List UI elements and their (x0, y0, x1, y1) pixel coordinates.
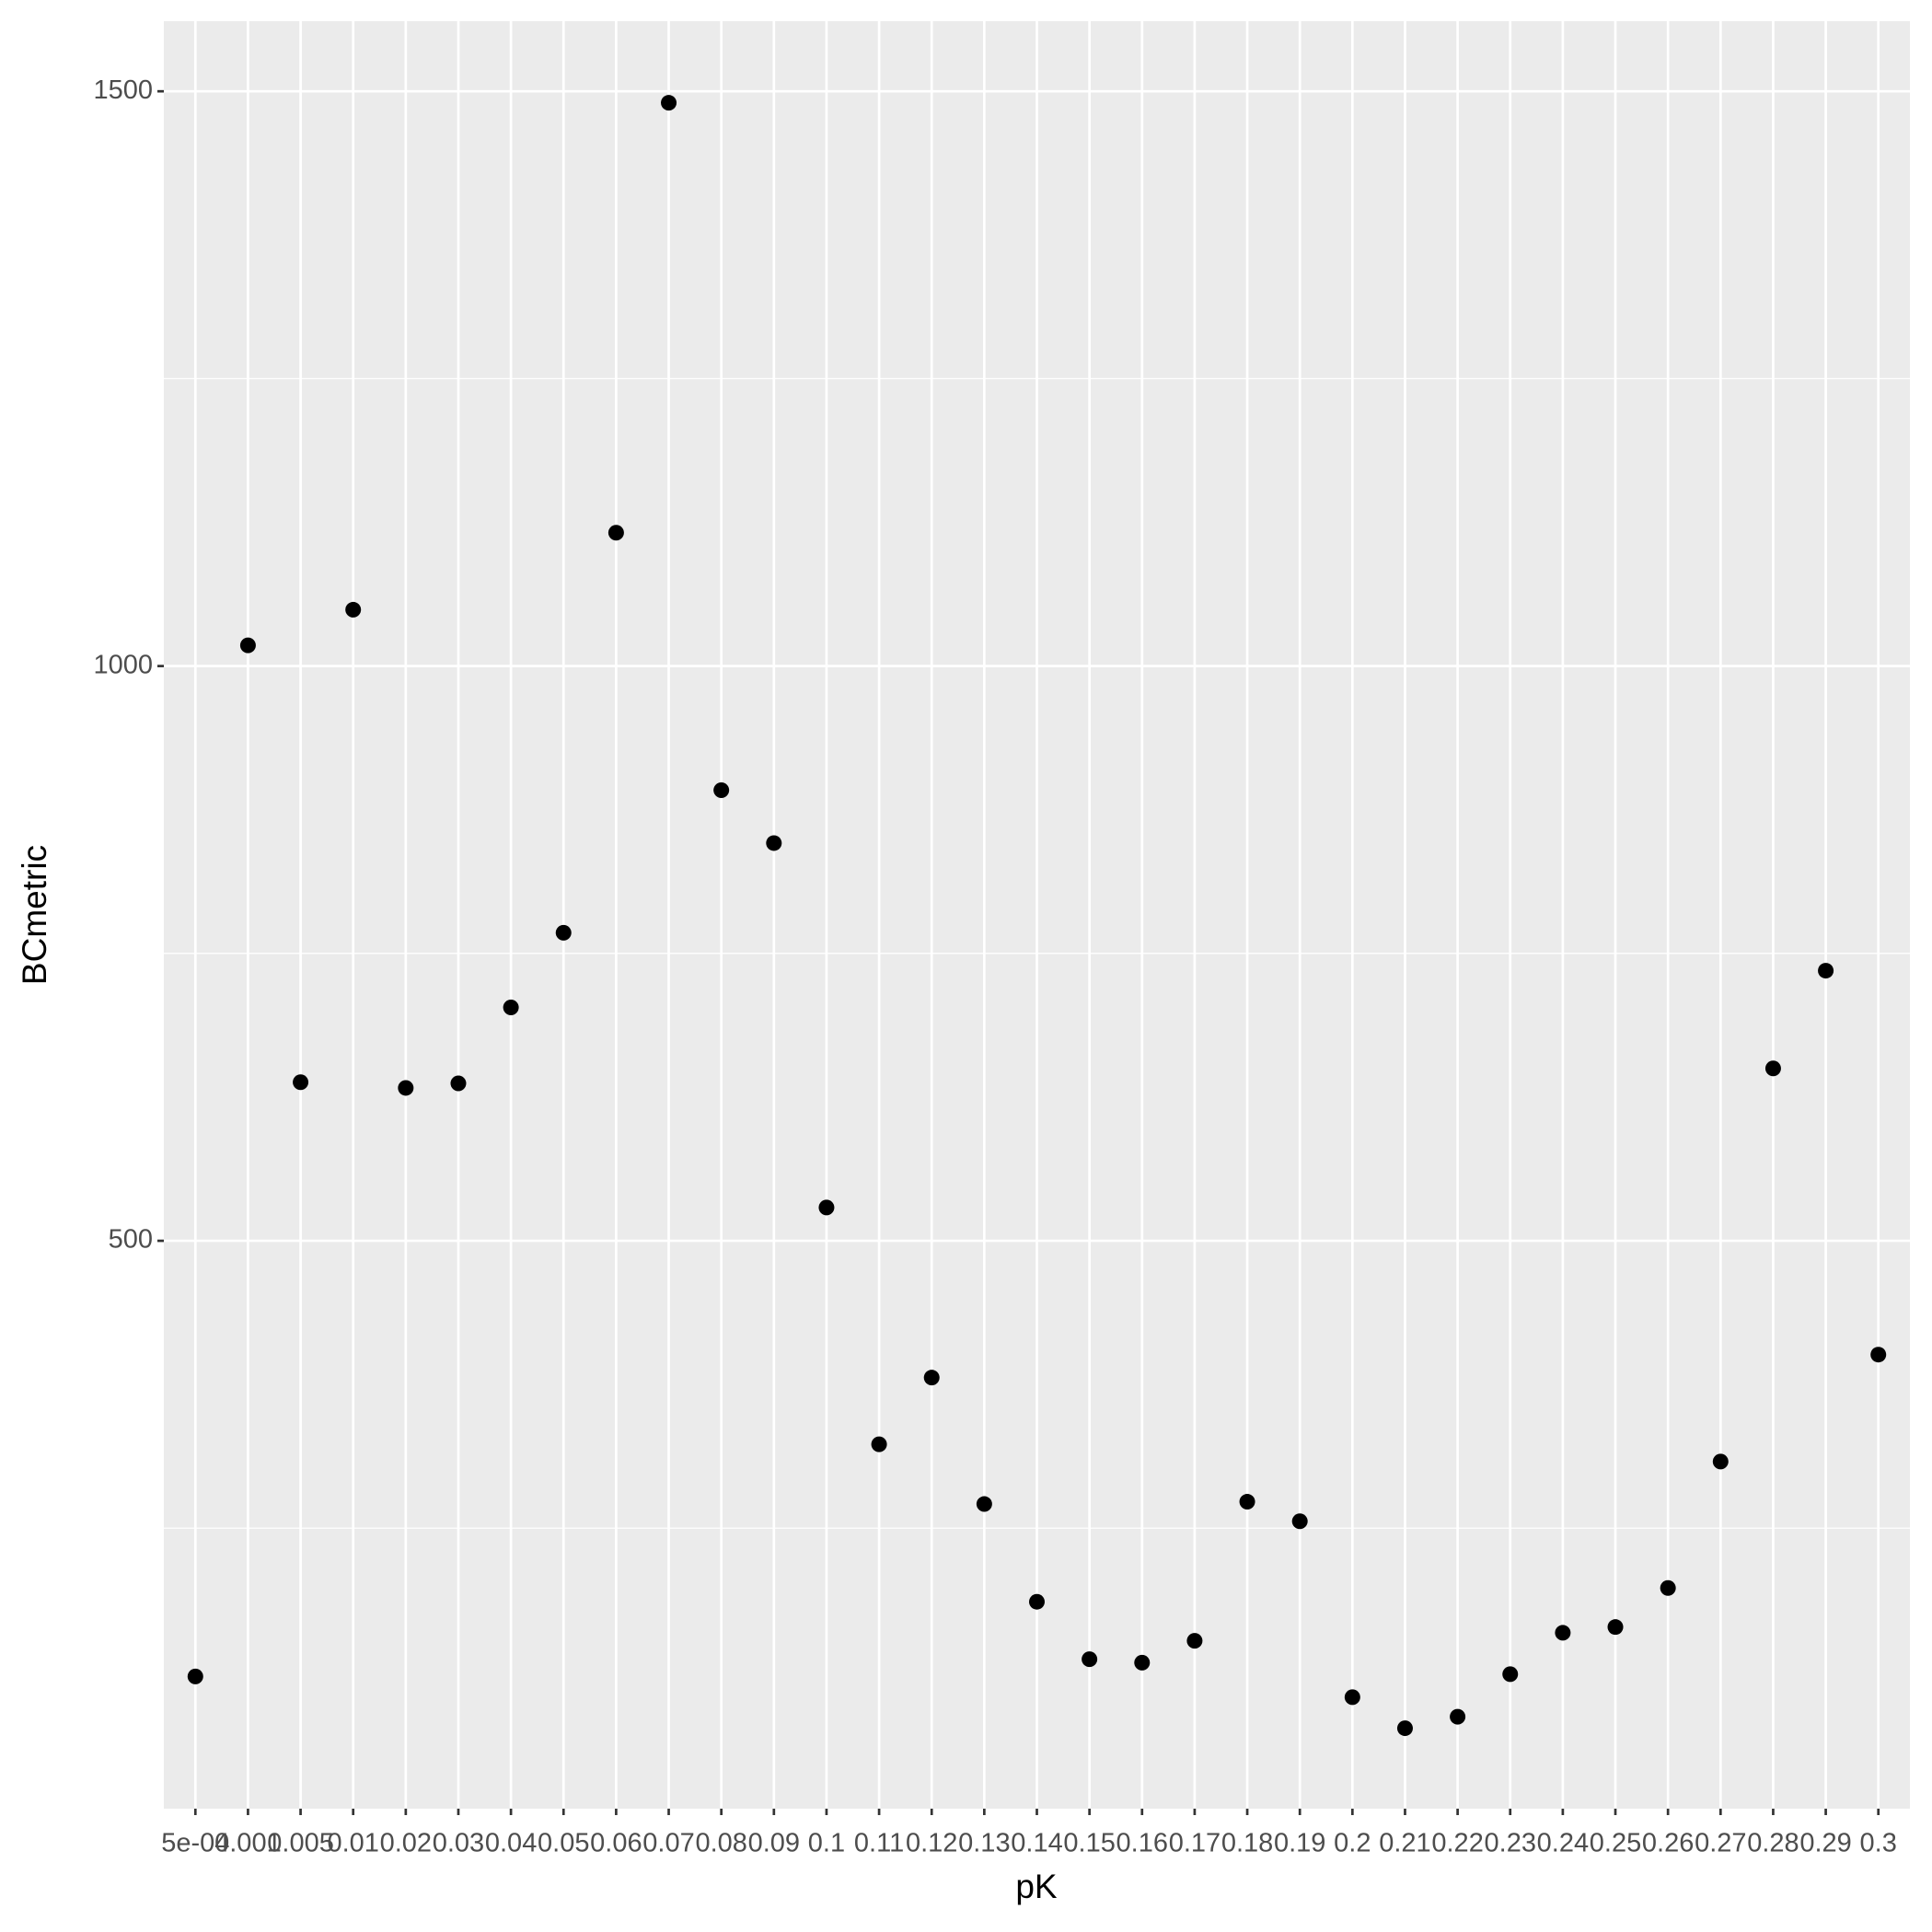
point (1607, 1619, 1624, 1636)
point (923, 1370, 940, 1386)
x-tick-label: 0.21 (1379, 1829, 1430, 1858)
x-tick-label: 0.06 (590, 1829, 642, 1858)
x-tick-label: 0.07 (642, 1829, 694, 1858)
x-axis-title: pK (1015, 1868, 1058, 1905)
point (1291, 1513, 1308, 1530)
x-tick-label: 0.24 (1537, 1829, 1589, 1858)
x-tick-label: 0.04 (485, 1829, 537, 1858)
point (1555, 1625, 1571, 1641)
x-tick-label: 0.23 (1485, 1829, 1536, 1858)
x-tick-label: 0.18 (1221, 1829, 1273, 1858)
x-tick-label: 0.26 (1642, 1829, 1694, 1858)
point (661, 95, 677, 111)
point (1344, 1689, 1360, 1706)
point (503, 1000, 519, 1016)
point (1134, 1654, 1151, 1671)
point (1764, 1060, 1781, 1077)
x-tick-label: 0.05 (538, 1829, 589, 1858)
x-tick-label: 0.2 (1334, 1829, 1371, 1858)
y-tick-label: 500 (109, 1225, 153, 1255)
point (1712, 1453, 1729, 1470)
x-tick-label: 0.11 (854, 1829, 904, 1858)
x-tick-label: 0.15 (1063, 1829, 1115, 1858)
point (1660, 1579, 1676, 1596)
x-tick-label: 0.16 (1116, 1829, 1168, 1858)
x-tick-label: 0.02 (380, 1829, 432, 1858)
point (1818, 963, 1834, 979)
x-tick-label: 0.19 (1274, 1829, 1325, 1858)
x-tick-label: 0.22 (1431, 1829, 1483, 1858)
point (293, 1074, 309, 1091)
x-tick-label: 0.001 (214, 1829, 282, 1858)
point (1396, 1720, 1413, 1737)
x-tick-label: 0.27 (1695, 1829, 1746, 1858)
point (345, 601, 362, 618)
y-tick-label: 1000 (93, 650, 153, 679)
point (766, 835, 782, 851)
x-tick-label: 0.01 (327, 1829, 378, 1858)
x-tick-label: 0.28 (1747, 1829, 1799, 1858)
point (555, 924, 572, 941)
x-tick-label: 5e-04 (161, 1829, 229, 1858)
x-tick-label: 0.005 (267, 1829, 334, 1858)
point (1186, 1633, 1203, 1649)
point (1239, 1494, 1255, 1510)
x-tick-label: 0.13 (958, 1829, 1010, 1858)
point (871, 1436, 887, 1452)
point (1870, 1347, 1887, 1363)
x-tick-label: 0.14 (1011, 1829, 1062, 1858)
x-tick-label: 0.25 (1590, 1829, 1641, 1858)
x-tick-label: 0.1 (808, 1829, 845, 1858)
point (1450, 1708, 1466, 1725)
point (1082, 1651, 1098, 1668)
y-tick-label: 1500 (93, 75, 153, 105)
point (398, 1080, 414, 1096)
x-tick-label: 0.29 (1799, 1829, 1851, 1858)
point (607, 525, 624, 541)
point (239, 637, 256, 654)
point (713, 781, 730, 798)
x-tick-label: 0.12 (906, 1829, 957, 1858)
point (1502, 1666, 1519, 1683)
x-tick-label: 0.08 (695, 1829, 746, 1858)
point (187, 1668, 203, 1684)
point (818, 1199, 835, 1216)
y-axis-title: BCmetric (16, 845, 53, 985)
point (976, 1496, 992, 1512)
point (450, 1075, 467, 1092)
point (1029, 1593, 1045, 1610)
x-tick-label: 0.09 (748, 1829, 800, 1858)
x-tick-label: 0.03 (433, 1829, 484, 1858)
x-tick-label: 0.17 (1169, 1829, 1221, 1858)
x-tick-label: 0.3 (1860, 1829, 1897, 1858)
